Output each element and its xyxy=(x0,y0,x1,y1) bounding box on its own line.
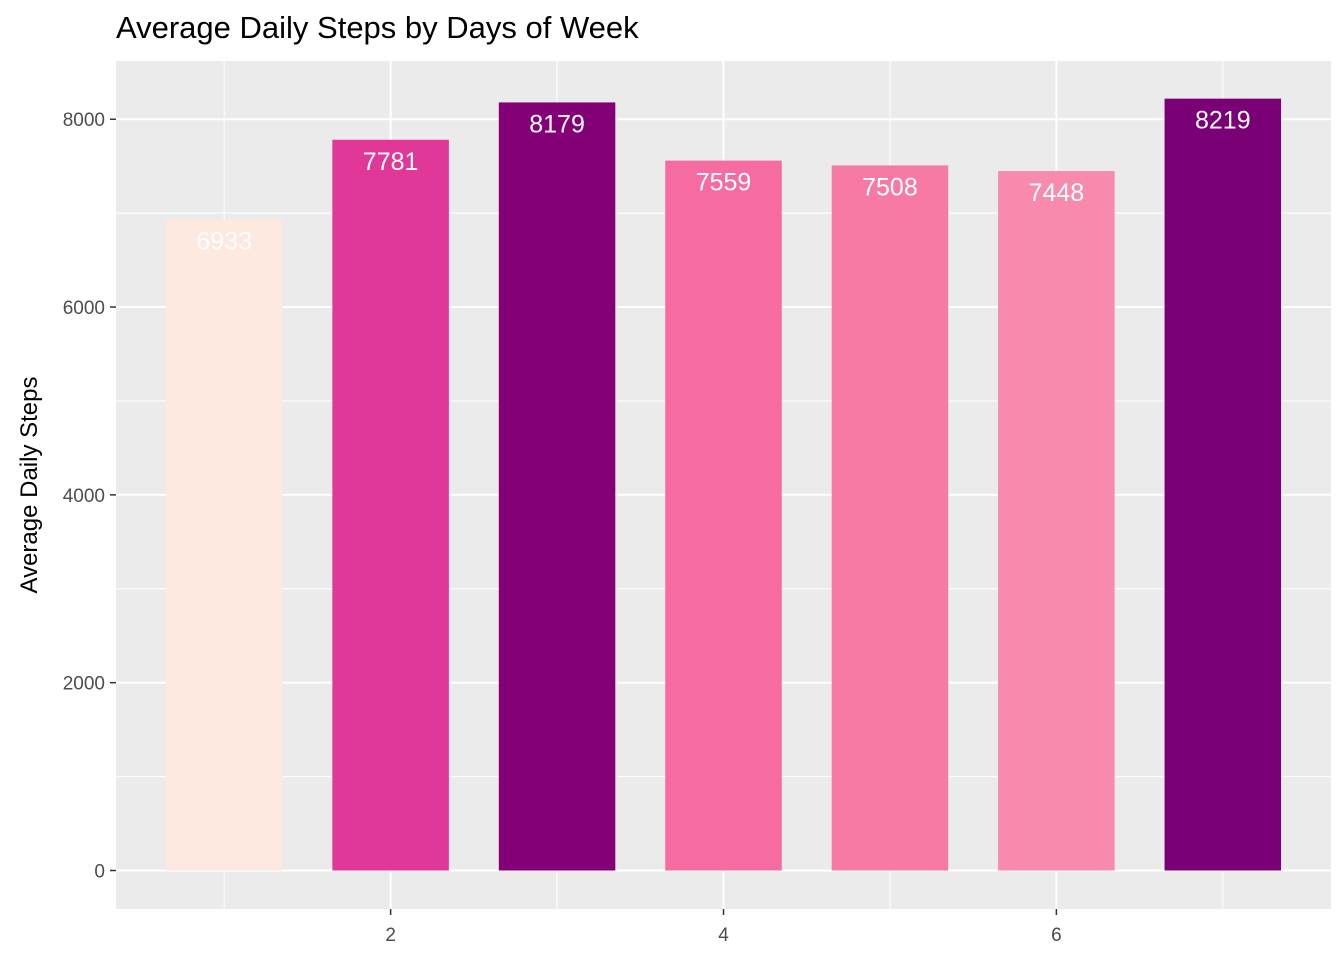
bar xyxy=(1165,99,1282,871)
y-tick-label: 4000 xyxy=(63,486,105,507)
x-tick-label: 6 xyxy=(1051,925,1062,946)
x-axis: 2 4 6 xyxy=(385,909,1061,946)
bar xyxy=(998,171,1115,870)
bar-value-label: 7508 xyxy=(862,173,918,201)
bar xyxy=(499,102,616,870)
bars xyxy=(166,99,1281,871)
bar xyxy=(665,161,782,871)
y-tick-label: 2000 xyxy=(63,674,105,695)
bar-value-label: 7781 xyxy=(363,148,419,176)
x-tick-label: 2 xyxy=(385,925,396,946)
y-tick-label: 0 xyxy=(94,861,105,882)
y-axis: 0 2000 4000 6000 8000 xyxy=(63,110,116,882)
y-axis-title: Average Daily Steps xyxy=(16,376,43,593)
y-tick-label: 8000 xyxy=(63,110,105,131)
bar-value-label: 7559 xyxy=(696,169,752,197)
bar-value-label: 8179 xyxy=(529,110,585,138)
bar-value-label: 7448 xyxy=(1029,179,1085,207)
bar-value-label: 6933 xyxy=(196,227,252,255)
x-tick-label: 4 xyxy=(718,925,729,946)
bar-value-label: 8219 xyxy=(1195,107,1251,135)
bar xyxy=(832,165,949,870)
y-tick-label: 6000 xyxy=(63,298,105,319)
bar xyxy=(332,140,449,871)
bar xyxy=(166,219,283,870)
